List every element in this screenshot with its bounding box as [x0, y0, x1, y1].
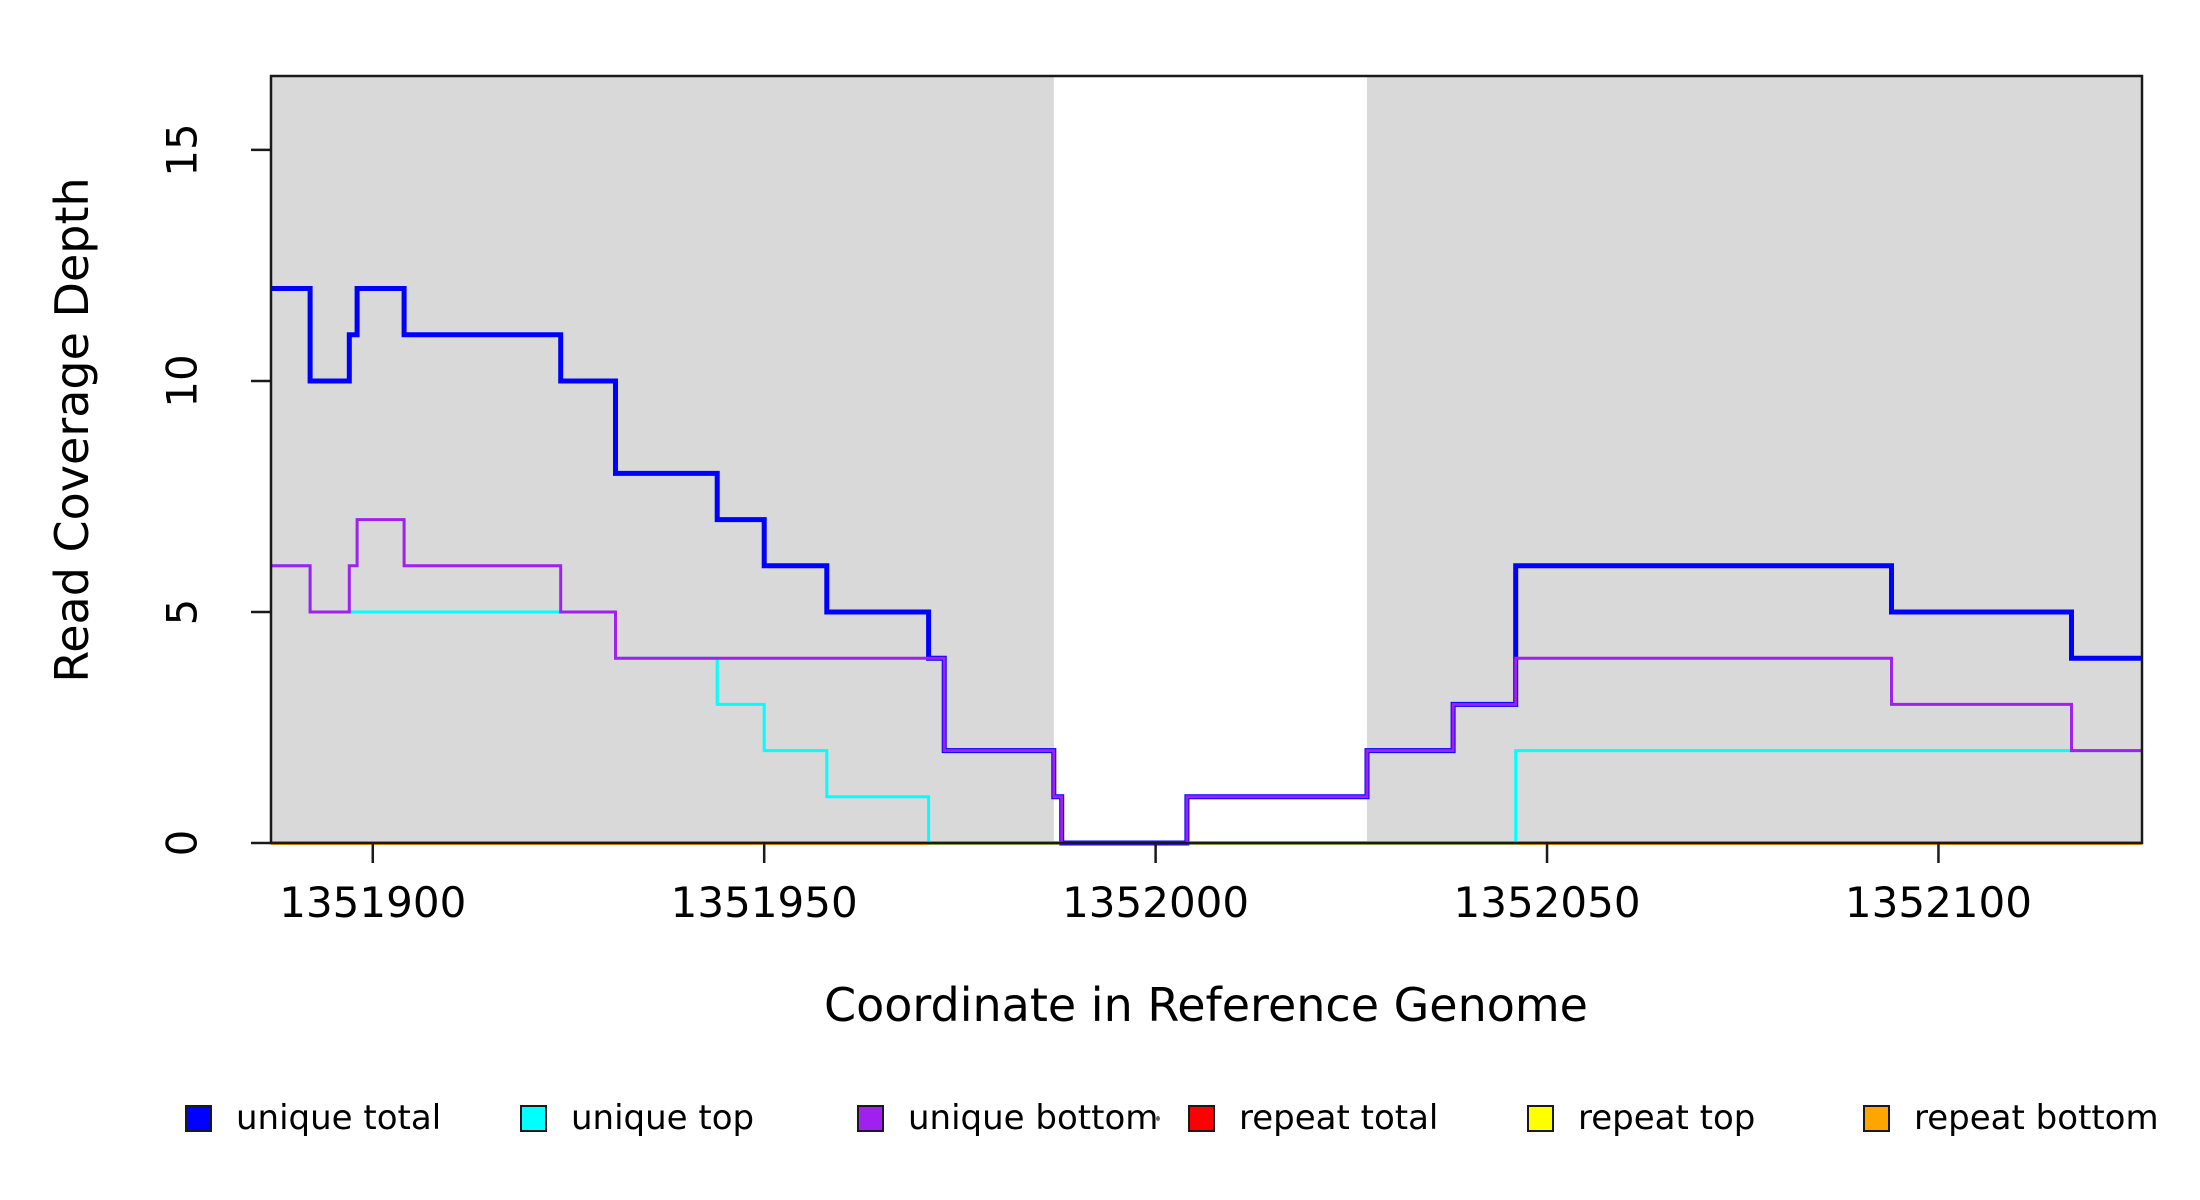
- legend-label: unique total: [236, 1098, 442, 1138]
- legend-item-repeat-top: repeat top: [1527, 1098, 1755, 1138]
- legend-label: repeat total: [1239, 1098, 1439, 1138]
- left-gray-region: [271, 76, 1054, 843]
- x-tick-label: 1352000: [1062, 878, 1250, 927]
- legend-item-repeat-total: repeat total: [1188, 1098, 1438, 1138]
- coverage-plot-svg: [251, 74, 2144, 863]
- legend-swatch-icon: [1527, 1104, 1554, 1132]
- legend-item-unique-total: unique total: [185, 1098, 441, 1138]
- legend: unique total unique top unique bottom repea…: [0, 1098, 2200, 1158]
- plot-area: [251, 74, 2144, 863]
- legend-label: unique bottom: [908, 1098, 1159, 1138]
- legend-swatch-icon: [1188, 1104, 1215, 1132]
- stray-dot: [1156, 1116, 1160, 1121]
- x-tick-label: 1351900: [279, 878, 467, 927]
- legend-label: repeat top: [1578, 1098, 1756, 1138]
- legend-swatch-icon: [520, 1104, 547, 1132]
- x-tick-label: 1351950: [670, 878, 858, 927]
- y-axis-title: Read Coverage Depth: [45, 177, 99, 683]
- legend-label: unique top: [571, 1098, 755, 1138]
- y-tick-label: 15: [157, 123, 207, 177]
- legend-item-repeat-bottom: repeat bottom: [1863, 1098, 2159, 1138]
- legend-item-unique-bottom: unique bottom: [857, 1098, 1158, 1138]
- plot-border: [269, 74, 2144, 845]
- legend-item-unique-top: unique top: [520, 1098, 754, 1138]
- legend-label: repeat bottom: [1914, 1098, 2159, 1138]
- legend-swatch-icon: [185, 1104, 212, 1132]
- x-tick-label: 1352050: [1453, 878, 1641, 927]
- y-tick-label: 5: [157, 598, 207, 626]
- x-axis-title: Coordinate in Reference Genome: [824, 978, 1588, 1032]
- x-tick-label: 1352100: [1844, 878, 2032, 927]
- legend-swatch-icon: [1863, 1104, 1890, 1132]
- right-gray-region: [1366, 76, 2142, 843]
- y-tick-label: 0: [157, 829, 207, 857]
- series-unique-bottom-line: [271, 518, 2142, 845]
- y-tick-label: 10: [157, 354, 207, 408]
- legend-swatch-icon: [857, 1104, 884, 1132]
